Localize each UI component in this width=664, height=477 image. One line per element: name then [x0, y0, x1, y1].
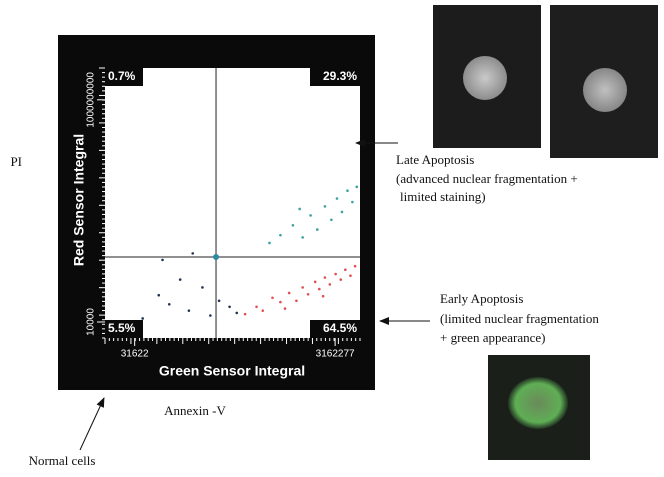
point [167, 302, 171, 306]
x-tick-label: 31622 [121, 349, 149, 360]
cell [463, 56, 507, 100]
point [344, 268, 347, 272]
cell [508, 377, 568, 429]
cell [583, 68, 627, 112]
quadrant-label: 64.5% [323, 321, 357, 335]
point [268, 241, 271, 245]
point [340, 210, 344, 214]
point [255, 305, 258, 309]
point [323, 276, 327, 279]
point [217, 299, 221, 303]
quadrant-label: 29.3% [323, 69, 357, 83]
point [279, 300, 282, 304]
y-tick-label: 10000 [86, 308, 97, 336]
point [287, 291, 291, 295]
point [353, 264, 357, 268]
pi-label: PI [10, 154, 22, 169]
point [351, 200, 354, 204]
point [301, 286, 304, 289]
annotation: (limited nuclear fragmentation [440, 311, 599, 326]
point [346, 189, 349, 193]
point [291, 223, 295, 227]
normal-label: Normal cells [29, 453, 96, 468]
annotation: Early Apoptosis [440, 291, 523, 306]
quadrant-box [105, 68, 143, 86]
point [161, 258, 164, 262]
quadrant-box [310, 320, 360, 338]
point [335, 197, 339, 200]
point [187, 309, 191, 312]
quadrant-box [105, 320, 143, 338]
point [330, 218, 333, 222]
point [243, 312, 247, 316]
marks [105, 68, 360, 338]
x-tick-label: 3162277 [316, 349, 355, 360]
point [339, 278, 343, 281]
annotation: (advanced nuclear fragmentation + [396, 171, 578, 186]
point [309, 214, 312, 217]
point [316, 228, 319, 231]
point [321, 294, 325, 298]
point [157, 293, 161, 297]
point [349, 274, 352, 278]
point [328, 283, 332, 286]
point [191, 252, 195, 255]
y-axis-label: Red Sensor Integral [71, 134, 87, 266]
point [323, 205, 327, 208]
point [295, 299, 298, 303]
annotation: Late Apoptosis [396, 152, 474, 167]
arrow [79, 397, 105, 451]
quadrant-label: 0.7% [108, 69, 136, 83]
point [271, 296, 274, 300]
quadrant-box [310, 68, 360, 86]
point [141, 317, 144, 320]
point [334, 272, 337, 276]
annotation: limited staining) [400, 189, 486, 204]
point [298, 207, 301, 211]
point [313, 280, 317, 284]
point [318, 287, 321, 291]
point [355, 185, 359, 189]
point [261, 309, 265, 312]
point [306, 292, 310, 296]
point [235, 311, 239, 315]
point [178, 278, 182, 281]
annexin-label: Annexin -V [164, 403, 226, 418]
x-axis-label: Green Sensor Integral [159, 363, 305, 379]
point [209, 314, 212, 317]
annotation: + green appearance) [440, 330, 545, 345]
y-tick-label: 1000000000 [86, 72, 97, 128]
point [201, 286, 204, 289]
quadrant-label: 5.5% [108, 321, 136, 335]
point [283, 307, 287, 310]
point [228, 305, 231, 309]
gate-center [213, 254, 220, 261]
point [301, 236, 304, 239]
point [279, 233, 282, 237]
plot-area [105, 68, 360, 338]
